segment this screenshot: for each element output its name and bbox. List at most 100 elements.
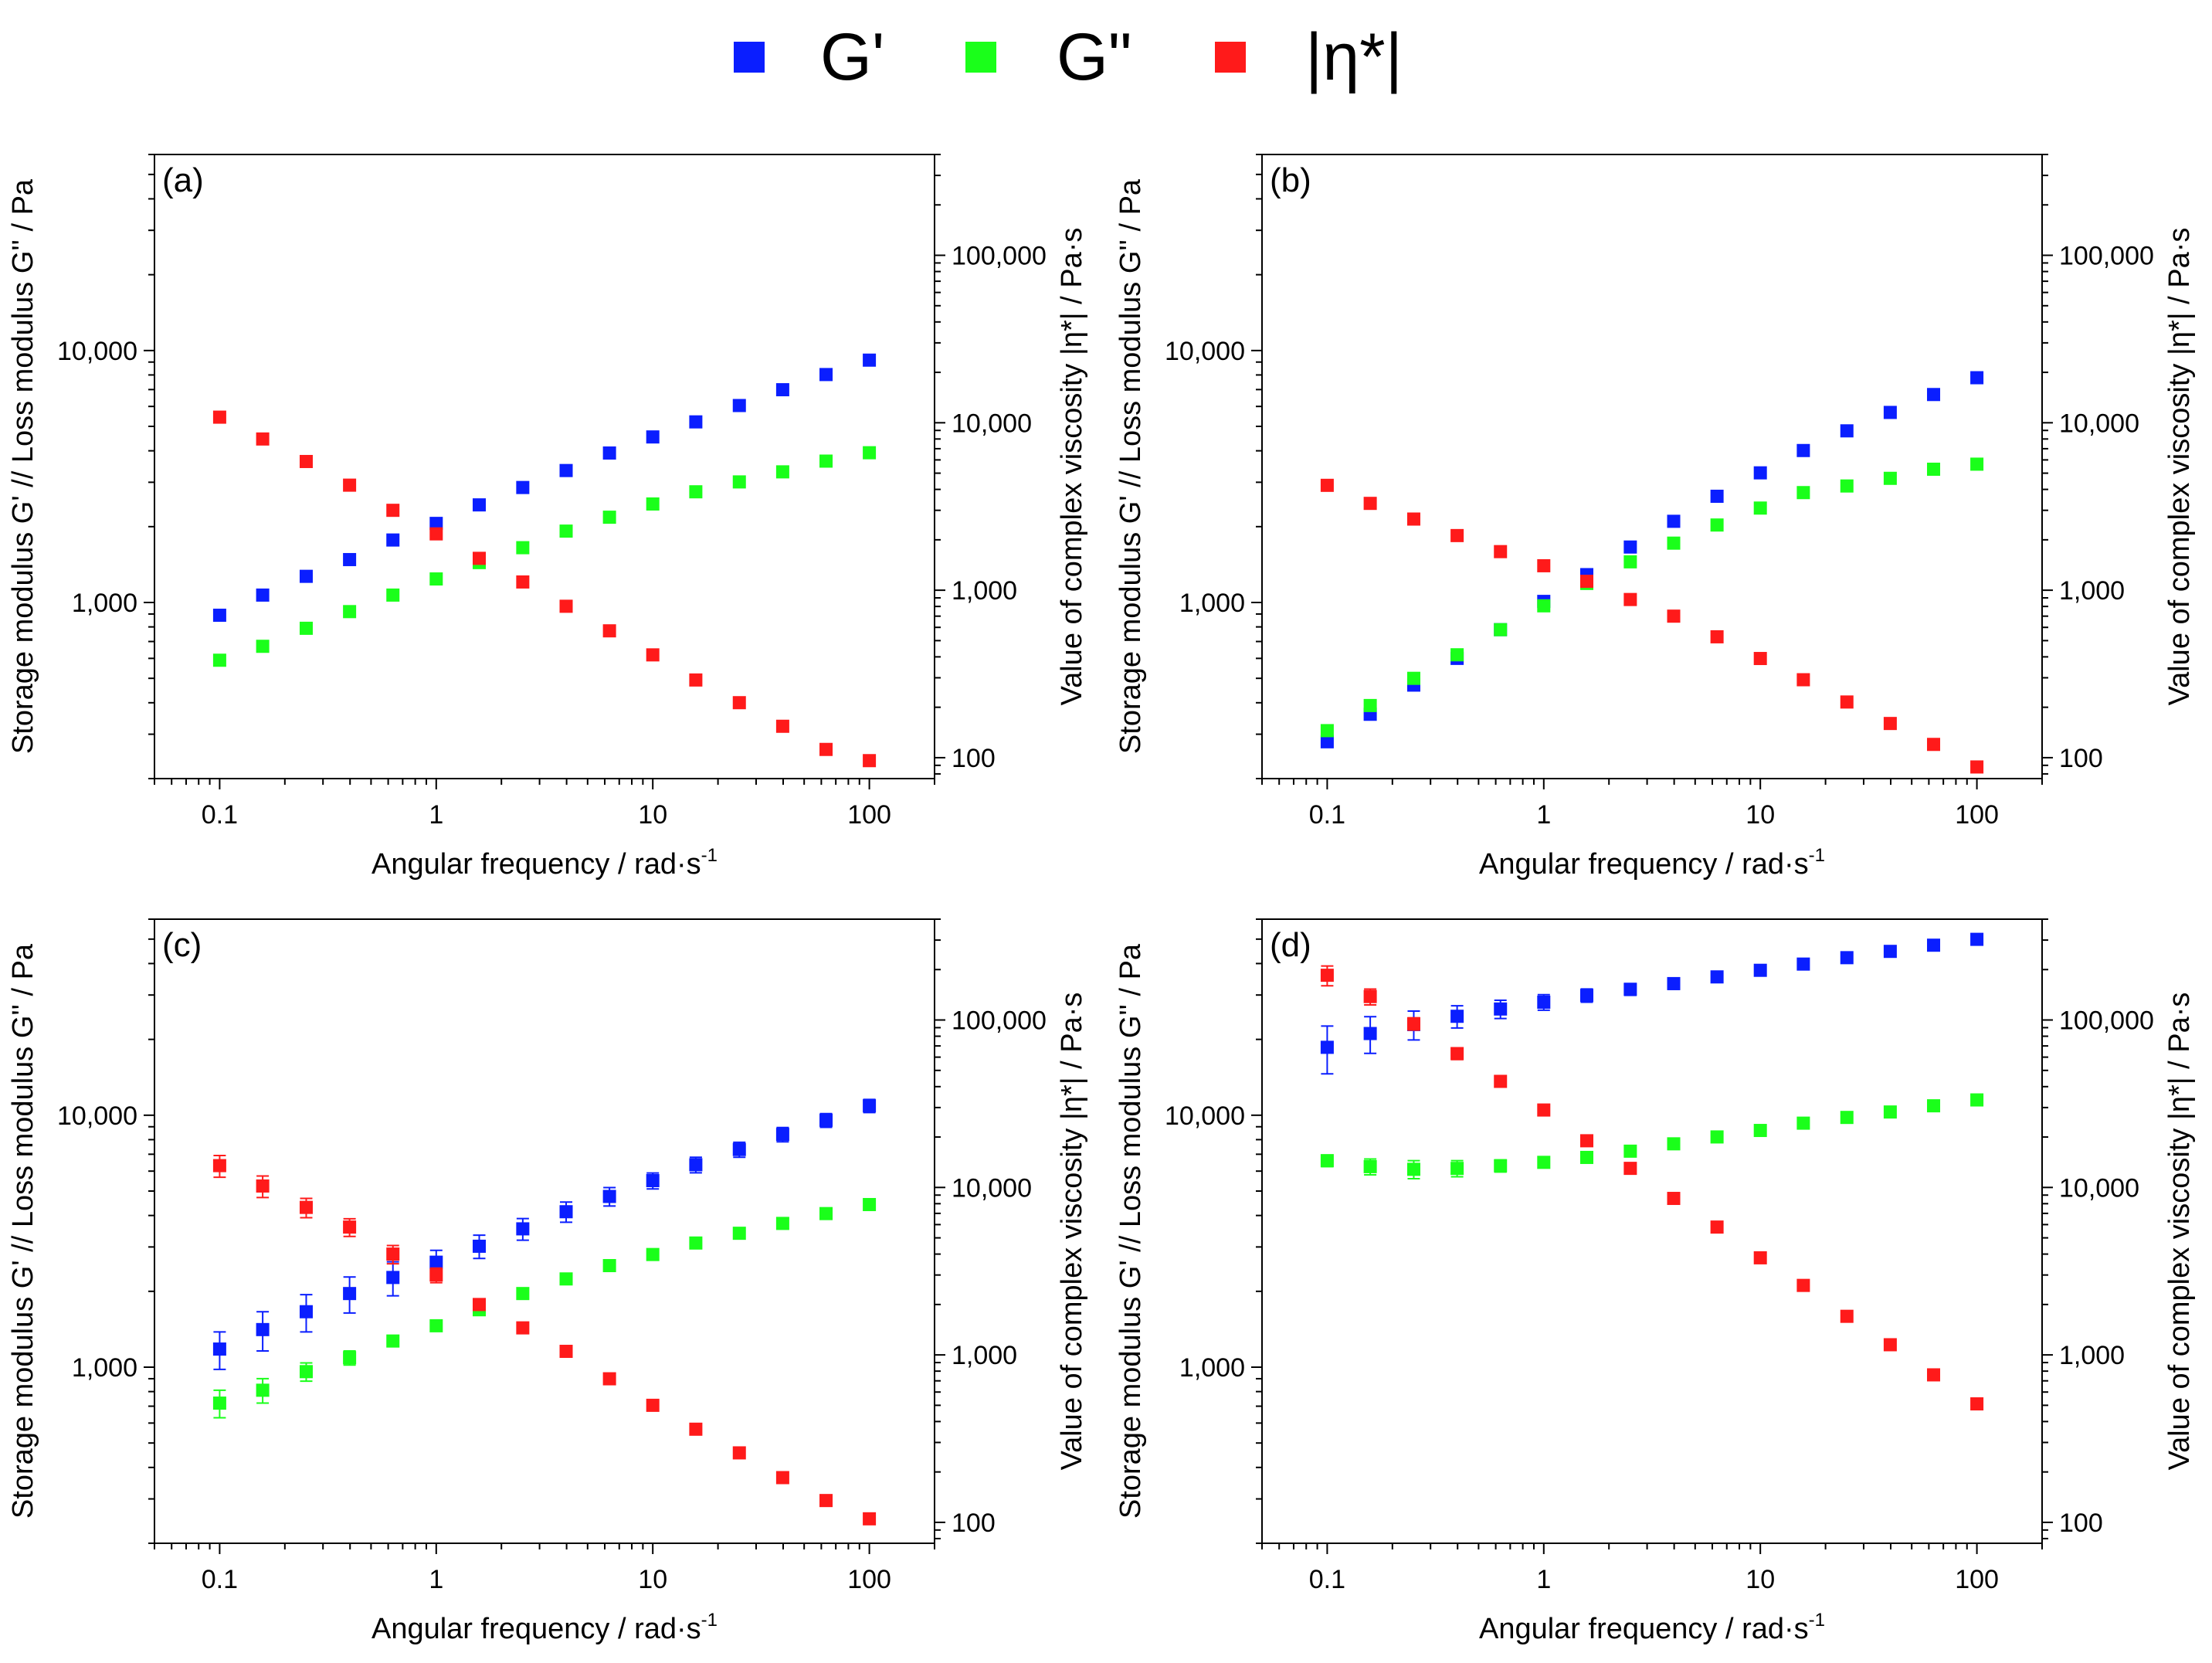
x-tick-label: 10 (638, 1565, 667, 1594)
data-point (646, 648, 660, 662)
y-right-tick-label: 100 (2059, 744, 2103, 773)
data-point (429, 517, 443, 531)
data-point (1363, 497, 1377, 511)
data-point (1580, 989, 1594, 1003)
data-point (1667, 1137, 1681, 1151)
x-axis-title-superscript: -1 (1809, 1610, 1825, 1631)
series-g-double-prime (212, 446, 877, 667)
data-point (1840, 695, 1854, 709)
data-point (299, 1365, 313, 1379)
data-point (689, 1422, 703, 1436)
data-point (602, 511, 616, 524)
data-point (429, 527, 443, 541)
data-point (1450, 1162, 1464, 1176)
data-point (1537, 995, 1551, 1009)
data-point (343, 552, 357, 566)
y-right-tick-label: 10,000 (952, 1173, 1032, 1203)
y-left-tick-label: 10,000 (57, 337, 137, 366)
data-point (863, 1099, 877, 1113)
y-right-tick-label: 10,000 (2059, 409, 2139, 438)
data-point (1970, 457, 1984, 471)
y-right-tick-label: 1,000 (2059, 1341, 2125, 1370)
data-point (1883, 406, 1897, 419)
data-point (1320, 1154, 1334, 1168)
x-tick-label: 100 (847, 800, 891, 830)
data-point (343, 1351, 357, 1365)
data-point (1667, 1192, 1681, 1206)
series-g-prime (212, 353, 877, 623)
data-point (516, 1222, 530, 1236)
data-point (1537, 599, 1551, 613)
data-point (1406, 512, 1420, 526)
series-g-double-prime (1320, 457, 1984, 738)
y-left-tick-label: 10,000 (57, 1101, 137, 1131)
data-point (1970, 1397, 1984, 1411)
data-point (1753, 963, 1767, 977)
chart-panel-a: 0.1 1 10 100 1,000 10,000 100 1,000 10,000 100,00… (7, 154, 1088, 881)
x-axis-title-superscript: -1 (1809, 845, 1825, 866)
data-point (1883, 471, 1897, 485)
data-point (516, 541, 530, 555)
data-point (1667, 609, 1681, 623)
data-point (559, 463, 573, 477)
data-point (646, 1174, 660, 1188)
data-point (1927, 938, 1941, 952)
legend-label-g-double-prime: G" (1057, 20, 1131, 94)
x-tick-label: 1 (429, 800, 443, 830)
series-g-prime (1320, 371, 1984, 748)
data-point (1710, 518, 1724, 532)
y-right-tick-label: 100,000 (2059, 1006, 2154, 1036)
y-right-tick-label: 100,000 (952, 1006, 1047, 1036)
x-tick-label: 100 (1955, 1565, 1999, 1594)
data-point (1320, 969, 1334, 983)
data-point (1406, 1162, 1420, 1176)
data-point (212, 1159, 226, 1173)
series-eta (212, 410, 877, 768)
y-right-axis-title: Value of complex viscosity |η*| / Pa·s (2163, 228, 2196, 706)
x-axis-title: Angular frequency / rad·s-1 (1479, 1610, 1825, 1645)
data-point (1667, 536, 1681, 550)
data-point (1320, 1040, 1334, 1054)
data-point (1927, 1099, 1941, 1113)
data-point (1494, 1074, 1508, 1088)
data-point (646, 497, 660, 511)
data-point (299, 621, 313, 635)
data-point (819, 1494, 833, 1508)
data-point (386, 1271, 400, 1285)
data-point (689, 485, 703, 499)
data-point (1710, 970, 1724, 984)
data-point (1840, 951, 1854, 965)
data-point (1796, 1116, 1810, 1130)
data-point (386, 1334, 400, 1348)
legend-swatch-g-prime (734, 42, 765, 73)
data-point (343, 605, 357, 619)
data-point (1840, 1309, 1854, 1323)
data-point (775, 383, 789, 397)
data-point (1883, 1338, 1897, 1352)
y-right-tick-label: 1,000 (952, 1341, 1017, 1370)
y-right-axis-title: Value of complex viscosity |η*| / Pa·s (1056, 993, 1088, 1471)
data-point (473, 552, 487, 565)
data-point (1753, 501, 1767, 515)
x-tick-label: 10 (1746, 800, 1775, 830)
data-point (1406, 1016, 1420, 1030)
plot-frame (1261, 154, 2043, 779)
data-point (1623, 540, 1637, 554)
data-point (775, 1471, 789, 1485)
data-point (1927, 1368, 1941, 1382)
data-point (819, 742, 833, 756)
panel-label: (a) (162, 161, 204, 199)
data-point (473, 1298, 487, 1312)
plot-frame (154, 154, 935, 779)
data-point (732, 696, 746, 710)
x-tick-label: 1 (429, 1565, 443, 1594)
data-point (732, 475, 746, 489)
x-tick-label: 1 (1536, 800, 1551, 830)
chart-panel-d: 0.1 1 10 100 1,000 10,000 100 1,000 10,000 100,00… (1114, 918, 2196, 1645)
data-point (689, 1158, 703, 1172)
data-point (819, 454, 833, 468)
panel-label: (c) (162, 926, 202, 964)
data-point (1623, 592, 1637, 606)
data-point (516, 1321, 530, 1335)
data-point (1840, 1111, 1854, 1125)
